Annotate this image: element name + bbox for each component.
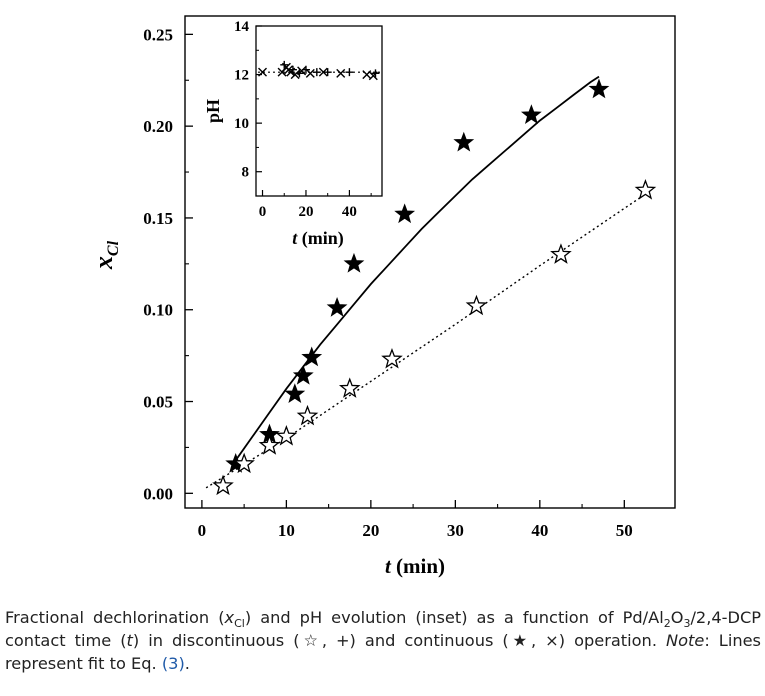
discontinuous-data-point	[465, 294, 488, 316]
discontinuous-data-point	[258, 434, 281, 455]
x-tick-label: 10	[278, 521, 295, 540]
inset-x-tick-label: 40	[342, 204, 357, 220]
discontinuous-ph-point	[280, 60, 289, 69]
continuous-data-point	[588, 78, 610, 99]
x-tick-label: 0	[198, 521, 207, 540]
y-tick-label: 0.00	[143, 484, 173, 503]
continuous-data-point	[326, 296, 348, 317]
discontinuous-ph-point	[312, 68, 321, 77]
discontinuous-data-point	[381, 347, 403, 369]
x-tick-label: 40	[531, 521, 548, 540]
inset-plot-frame	[255, 25, 383, 197]
main-chart: 0 10 20 30 40 50 0.00 0.05 0.10 0.15 0.20 0.25 t (…	[89, 15, 676, 578]
continuous-data-point	[394, 203, 416, 224]
discontinuous-data-point	[550, 243, 572, 264]
x-tick-label: 50	[616, 521, 633, 540]
continuous-data-point	[453, 131, 475, 152]
continuous-data-point	[284, 383, 306, 404]
continuous-data-point	[520, 104, 542, 124]
y-tick-label: 0.25	[143, 25, 173, 44]
inset-x-tick-label: 20	[298, 204, 313, 220]
inset-x-ticks: 0 20 40	[259, 190, 372, 220]
continuous-data-point	[292, 364, 314, 385]
discontinuous-ph-point	[301, 65, 310, 74]
discontinuous-data-point	[296, 404, 319, 426]
continuous-data-point	[301, 346, 323, 367]
inset-chart: 0 20 40 8 10 12 14 t (min) pH	[203, 19, 383, 249]
y-tick-label: 0.05	[143, 393, 173, 412]
continuous-data-point	[343, 252, 365, 273]
inset-y-axis-title: pH	[203, 99, 223, 123]
equation-reference-link[interactable]: (3)	[161, 654, 185, 673]
main-y-ticks: 0.00 0.05 0.10 0.15 0.20 0.25	[143, 25, 193, 503]
figure-caption: Fractional dechlorination (xCl) and pH e…	[5, 606, 761, 675]
discontinuous-data-point	[338, 377, 361, 398]
main-plot-frame	[184, 15, 676, 509]
inset-y-tick-label: 10	[234, 116, 249, 132]
caption-text: Fractional dechlorination (xCl) and pH e…	[5, 608, 762, 673]
inset-x-tick-label: 0	[259, 204, 267, 220]
inset-y-ticks: 8 10 12 14	[234, 19, 262, 181]
svg-text:xCl: xCl	[89, 240, 122, 270]
inset-y-tick-label: 8	[242, 165, 250, 181]
discontinuous-ph-point	[371, 69, 380, 78]
svg-text:t (min): t (min)	[385, 554, 445, 578]
svg-text:t (min): t (min)	[292, 228, 344, 249]
continuous-ph-point	[318, 67, 328, 77]
inset-data-points	[258, 60, 380, 81]
discontinuous-ph-point	[323, 68, 332, 77]
continuous-ph-point	[305, 68, 315, 78]
discontinuous-ph-point	[345, 68, 354, 77]
discontinuous-data-point	[275, 425, 298, 446]
continuous-ph-point	[336, 68, 346, 78]
discontinuous-data-point	[634, 179, 657, 200]
y-tick-label: 0.20	[143, 117, 173, 136]
main-x-ticks: 0 10 20 30 40 50	[198, 500, 633, 540]
discontinuous-ph-point	[288, 65, 297, 74]
discontinuous-data-point	[233, 452, 255, 474]
continuous-ph-point	[258, 67, 268, 77]
x-axis-title: t (min)	[385, 554, 445, 578]
figure: 0 10 20 30 40 50 0.00 0.05 0.10 0.15 0.20 0.25 t (…	[89, 15, 676, 578]
discontinuous-ph-point	[295, 69, 304, 78]
y-tick-label: 0.10	[143, 301, 173, 320]
inset-y-tick-label: 12	[234, 68, 249, 84]
x-tick-label: 30	[447, 521, 464, 540]
inset-y-tick-label: 14	[234, 19, 250, 35]
x-tick-label: 20	[362, 521, 379, 540]
y-tick-label: 0.15	[143, 209, 173, 228]
y-axis-title: xCl	[89, 240, 122, 270]
main-data-points	[212, 78, 657, 496]
inset-x-axis-title: t (min)	[292, 228, 344, 249]
discontinuous-data-point	[212, 474, 234, 496]
